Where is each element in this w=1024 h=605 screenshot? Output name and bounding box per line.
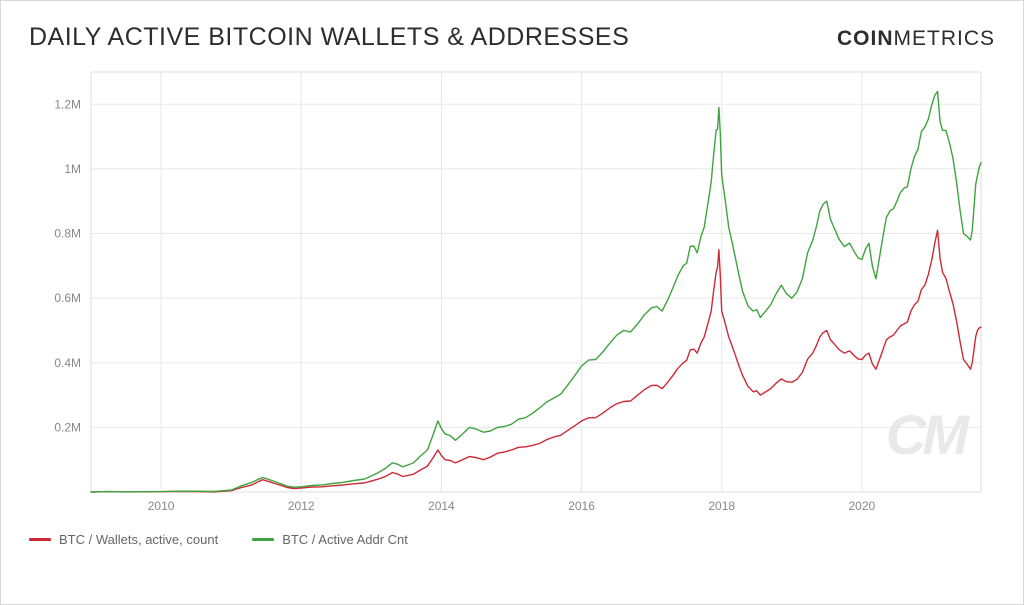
brand-right: METRICS [894,27,996,50]
legend: BTC / Wallets, active, count BTC / Activ… [29,522,995,547]
line-chart-svg: 0.2M 0.4M 0.6M 0.8M 1M 1.2M 2010 2012 2014 2016 20… [29,62,995,522]
svg-text:2020: 2020 [849,499,876,513]
chart-title: DAILY ACTIVE BITCOIN WALLETS & ADDRESSES [29,23,629,52]
legend-item-addresses: BTC / Active Addr Cnt [252,532,408,547]
svg-text:1.2M: 1.2M [54,97,81,111]
svg-text:0.8M: 0.8M [54,227,81,241]
svg-text:1M: 1M [64,162,81,176]
header: DAILY ACTIVE BITCOIN WALLETS & ADDRESSES… [29,23,995,52]
svg-text:0.6M: 0.6M [54,291,81,305]
svg-text:2014: 2014 [428,499,455,513]
svg-text:0.2M: 0.2M [54,420,81,434]
svg-text:2018: 2018 [708,499,735,513]
svg-text:2012: 2012 [288,499,315,513]
brand-logo: COINMETRICS [837,27,995,51]
brand-left: COIN [837,27,894,50]
svg-text:2010: 2010 [148,499,175,513]
legend-label: BTC / Active Addr Cnt [282,532,408,547]
legend-swatch [252,538,274,541]
chart-area: CM 0.2M0.4M0.6M0.8M1M1.2M201020122014201… [29,62,995,522]
legend-label: BTC / Wallets, active, count [59,532,218,547]
legend-swatch [29,538,51,541]
chart-frame: DAILY ACTIVE BITCOIN WALLETS & ADDRESSES… [0,0,1024,605]
legend-item-wallets: BTC / Wallets, active, count [29,532,218,547]
svg-text:2016: 2016 [568,499,595,513]
svg-text:0.4M: 0.4M [54,356,81,370]
